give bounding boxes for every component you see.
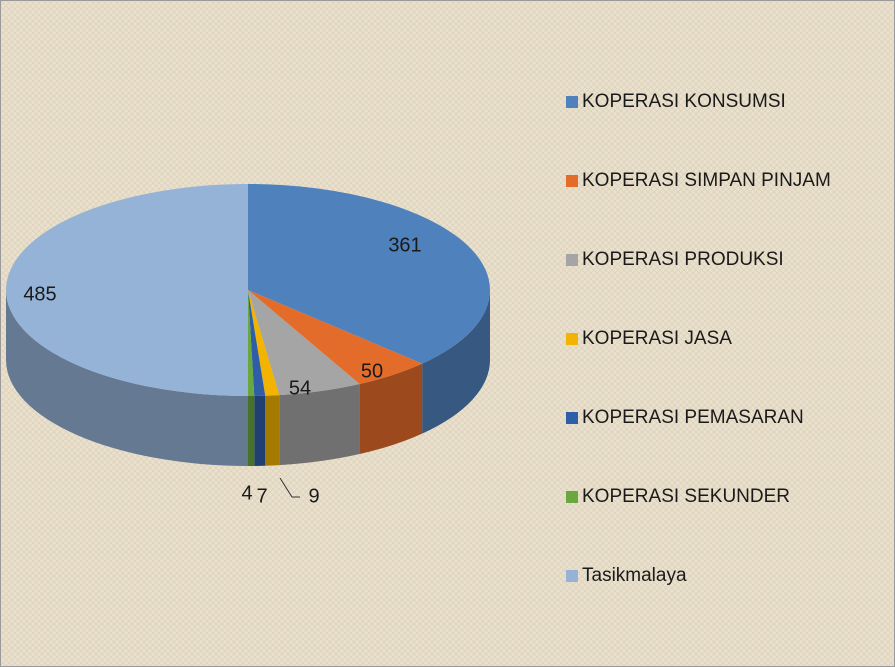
slice bbox=[6, 184, 248, 396]
slice-side bbox=[279, 384, 360, 466]
data-label: 361 bbox=[388, 234, 421, 256]
legend-label: Tasikmalaya bbox=[582, 565, 687, 586]
slice bbox=[248, 290, 423, 385]
legend-swatch bbox=[566, 96, 578, 108]
legend-swatch bbox=[566, 570, 578, 582]
slice-side bbox=[359, 363, 423, 455]
leader-line bbox=[279, 477, 300, 498]
data-label: 54 bbox=[289, 377, 311, 399]
legend-label: KOPERASI SEKUNDER bbox=[582, 486, 790, 507]
legend-swatch bbox=[566, 175, 578, 187]
slice-side bbox=[422, 290, 490, 434]
slice-side bbox=[6, 290, 248, 466]
data-label: 50 bbox=[361, 360, 383, 382]
slice-side bbox=[248, 395, 255, 466]
legend-label: KOPERASI PEMASARAN bbox=[582, 407, 804, 428]
legend-swatch bbox=[566, 412, 578, 424]
pie: 361 50 54 9 74 485 bbox=[6, 184, 491, 507]
data-label: 9 bbox=[308, 485, 319, 507]
slice-side bbox=[265, 395, 280, 466]
slice bbox=[248, 290, 255, 396]
legend-swatch bbox=[566, 254, 578, 266]
data-label: 4 bbox=[241, 482, 252, 504]
slice bbox=[248, 290, 266, 396]
data-label: 485 bbox=[23, 283, 56, 305]
legend-label: KOPERASI JASA bbox=[582, 328, 732, 349]
legend: KOPERASI KONSUMSI KOPERASI SIMPAN PINJAM K… bbox=[566, 91, 831, 586]
slice bbox=[248, 290, 360, 396]
legend-swatch bbox=[566, 491, 578, 503]
slice bbox=[248, 290, 280, 396]
legend-label: KOPERASI PRODUKSI bbox=[582, 249, 784, 270]
slice-side bbox=[254, 395, 266, 466]
slice bbox=[248, 184, 491, 364]
data-label: 7 bbox=[256, 485, 267, 507]
legend-swatch bbox=[566, 333, 578, 345]
legend-label: KOPERASI KONSUMSI bbox=[582, 91, 786, 112]
legend-label: KOPERASI SIMPAN PINJAM bbox=[582, 170, 831, 191]
